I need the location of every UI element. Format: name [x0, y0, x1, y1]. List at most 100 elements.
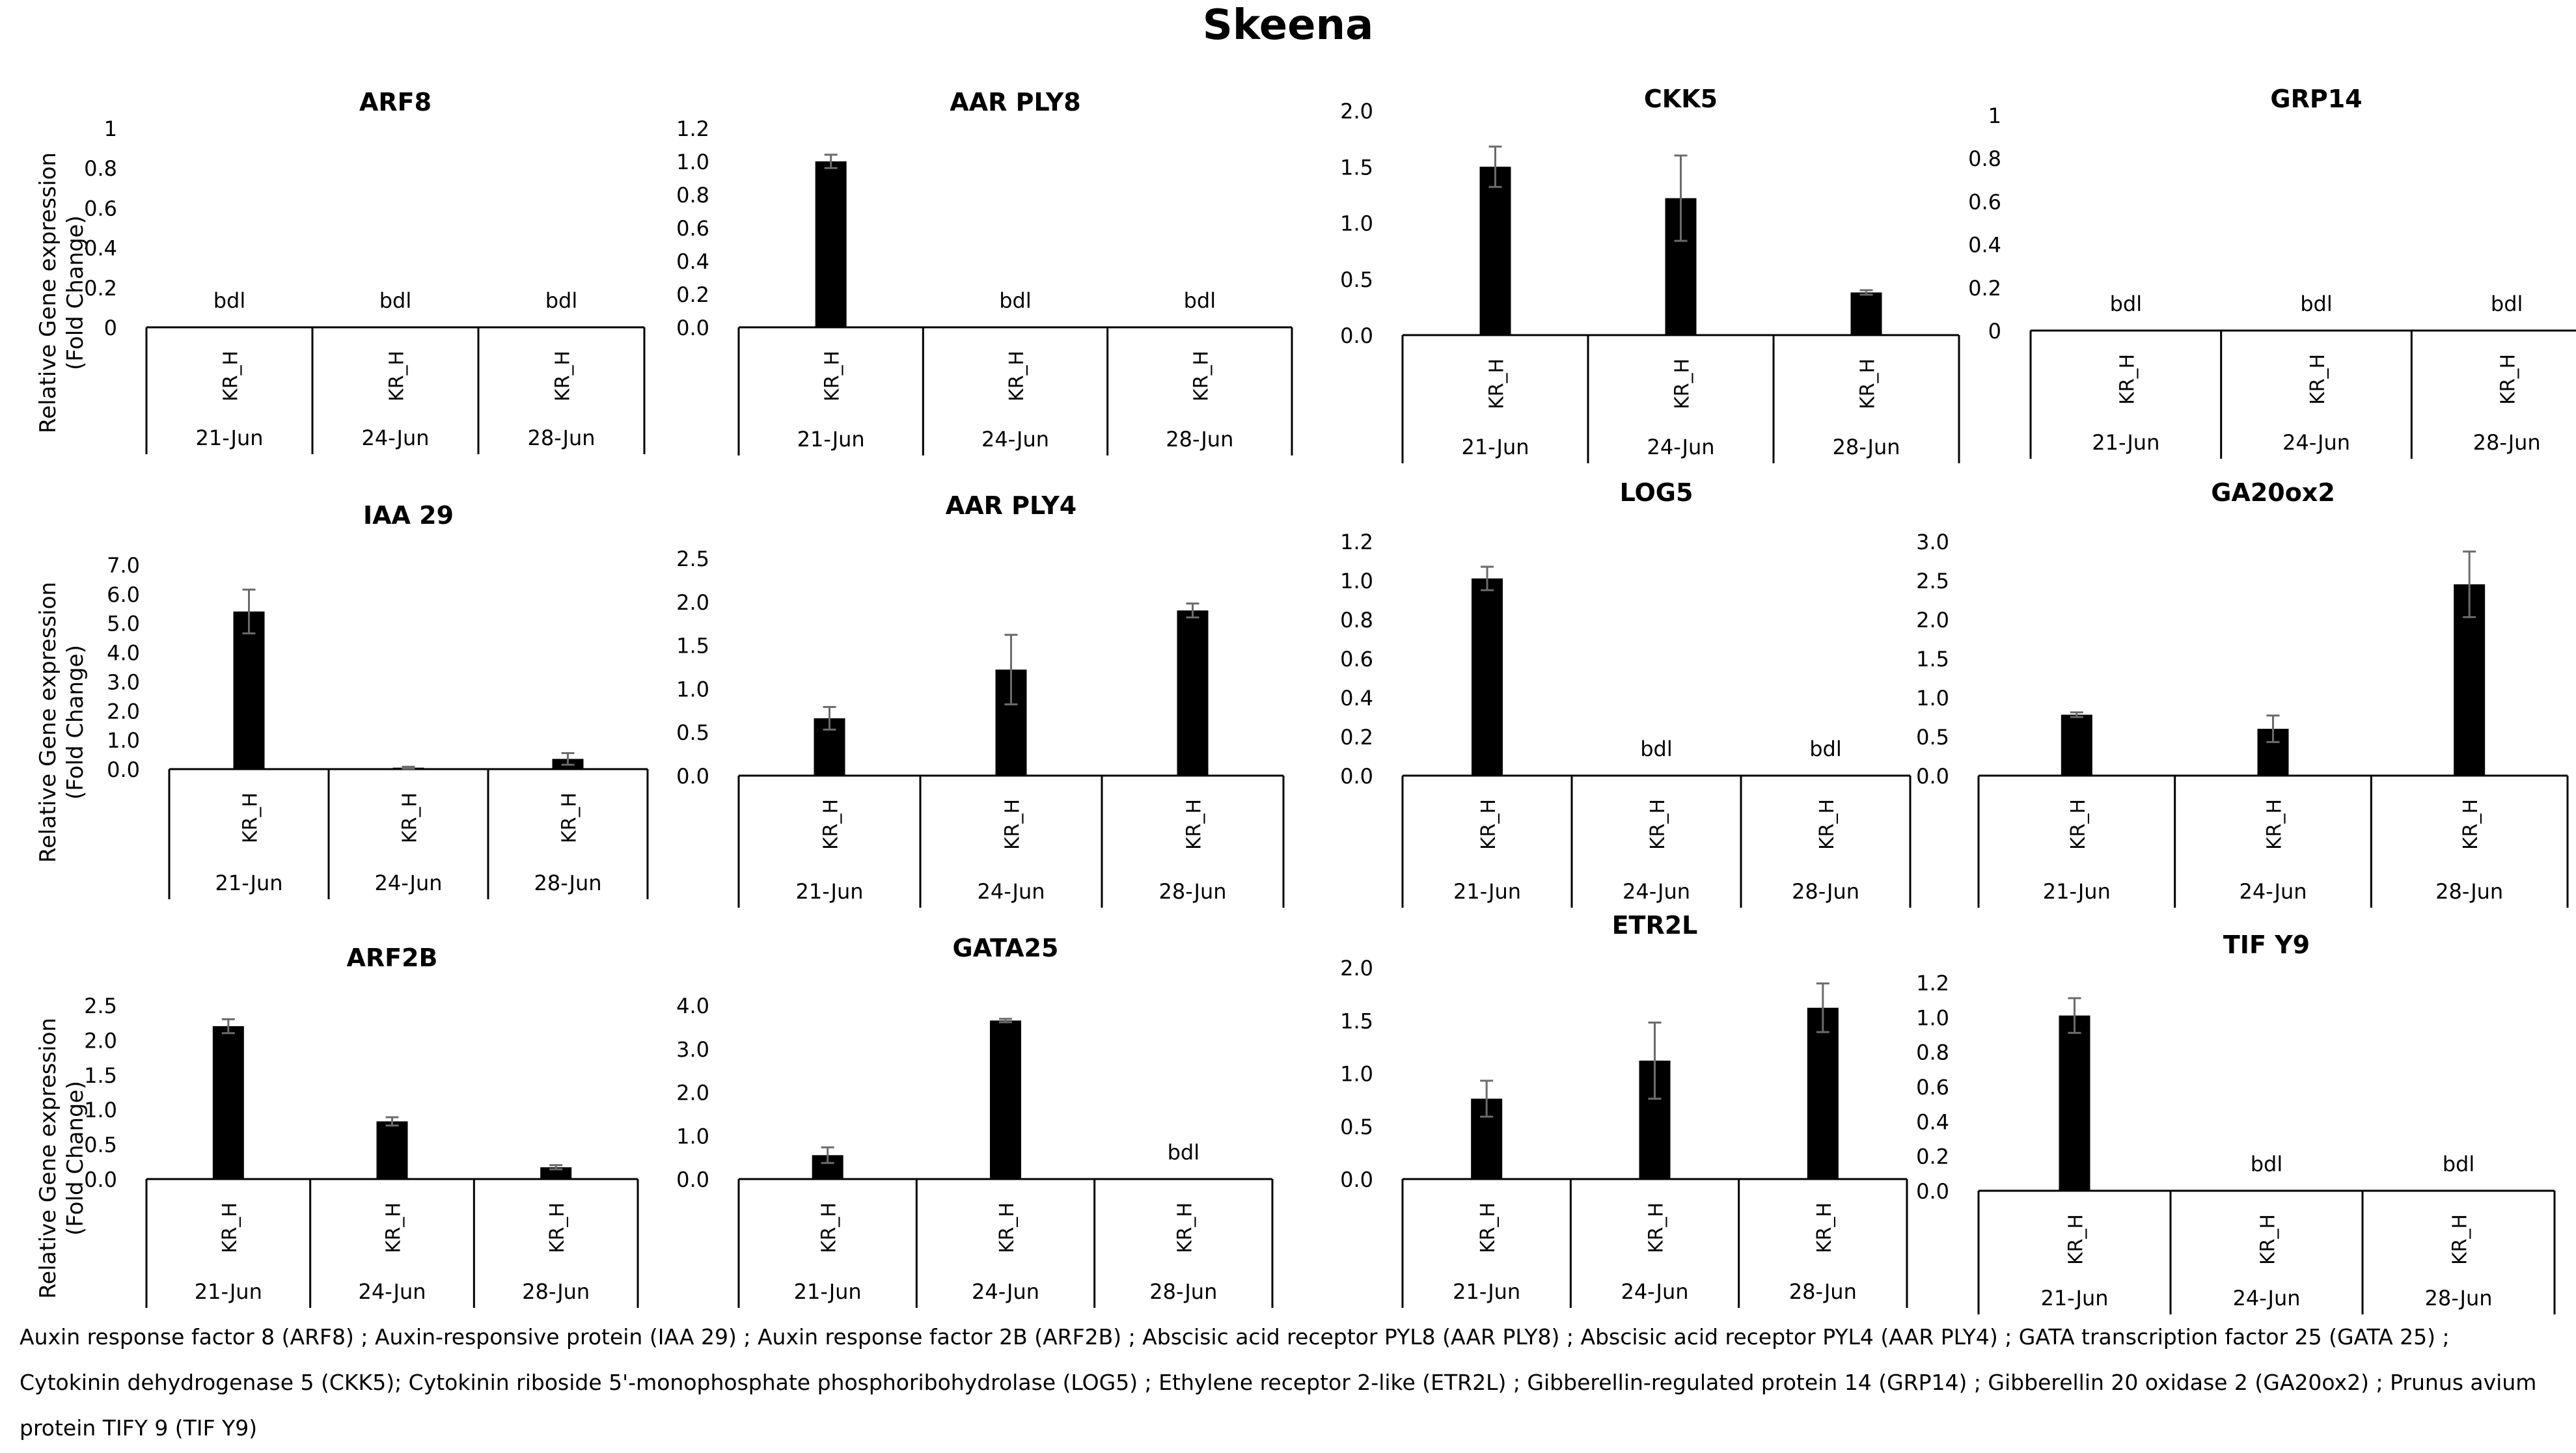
y-tick-label: 1.0 — [676, 677, 709, 701]
chart-grp14: GRP14 0 0.2 0.4 0.6 0.8 1 KR_H 21-Jun bdl KR_H 24-J… — [1968, 85, 2576, 459]
x-tick-label: 28-Jun — [2473, 430, 2541, 455]
y-tick-label: 3.0 — [1916, 530, 1949, 554]
y-tick-label: 0.8 — [676, 183, 709, 208]
x-tick-label: 21-Jun — [195, 1279, 262, 1304]
bdl-label: bdl — [545, 288, 578, 313]
sample-label: KR_H — [1477, 799, 1500, 850]
bar — [1479, 167, 1511, 335]
sample-label: KR_H — [1486, 359, 1509, 409]
y-tick-label: 5.0 — [107, 612, 140, 636]
sample-label: KR_H — [219, 1202, 241, 1253]
sample-label: KR_H — [1006, 351, 1028, 401]
x-tick-label: 28-Jun — [1158, 879, 1226, 904]
x-tick-label: 21-Jun — [1453, 1279, 1520, 1304]
x-tick-label: 24-Jun — [2282, 430, 2350, 455]
bdl-label: bdl — [2491, 292, 2523, 316]
x-tick-label: 28-Jun — [1149, 1279, 1217, 1304]
y-tick-label: 1.0 — [84, 1098, 117, 1122]
x-tick-label: 24-Jun — [1623, 879, 1690, 904]
y-tick-label: 0.2 — [84, 276, 117, 301]
y-tick-label: 0.2 — [1916, 1145, 1949, 1169]
sample-label: KR_H — [1190, 351, 1213, 401]
sample-label: KR_H — [821, 351, 844, 401]
y-tick-label: 0.4 — [1968, 233, 2001, 258]
y-tick-label: 1.5 — [84, 1063, 117, 1088]
sample-label: KR_H — [996, 1202, 1019, 1253]
sample-label: KR_H — [2067, 799, 2090, 850]
y-tick-label: 0.2 — [1968, 276, 2001, 301]
sample-label: KR_H — [546, 1202, 569, 1253]
sample-label: KR_H — [1671, 359, 1694, 409]
y-tick-label: 0.4 — [676, 249, 709, 274]
sample-label: KR_H — [1002, 799, 1024, 850]
y-tick-label: 0.0 — [84, 1167, 117, 1192]
y-tick-label: 3.0 — [676, 1037, 709, 1062]
bar — [540, 1167, 572, 1179]
x-tick-label: 24-Jun — [358, 1279, 426, 1304]
bar — [1807, 1007, 1839, 1179]
sample-label: KR_H — [818, 1202, 841, 1253]
sample-label: KR_H — [820, 799, 843, 850]
x-tick-label: 28-Jun — [1166, 427, 1233, 452]
y-tick-label: 3.0 — [107, 670, 140, 694]
y-tick-label: 0.8 — [1340, 608, 1373, 632]
chart-title: AAR PLY4 — [946, 491, 1076, 520]
y-tick-label: 1.0 — [1340, 569, 1373, 593]
y-tick-label: 0.4 — [1340, 686, 1373, 711]
y-tick-label: 1.0 — [107, 728, 140, 753]
bdl-label: bdl — [999, 288, 1032, 313]
y-tick-label: 0.5 — [676, 720, 709, 745]
x-tick-label: 28-Jun — [2435, 879, 2503, 904]
chart-arf8: ARF8 0 0.2 0.4 0.6 0.8 1 KR_H 21-Jun bdl KR_H 24-Ju… — [84, 88, 646, 454]
x-tick-label: 28-Jun — [1832, 435, 1900, 459]
chart-title: GA20ox2 — [2211, 478, 2335, 507]
chart-arf2b: ARF2B 0.0 0.5 1.0 1.5 2.0 2.5 KR_H 21-Jun KR_H 24-… — [84, 944, 639, 1308]
bdl-label: bdl — [1184, 288, 1216, 313]
sample-label: KR_H — [2116, 354, 2139, 405]
chart-grid: ARF8 0 0.2 0.4 0.6 0.8 1 KR_H 21-Jun bdl KR_H 24-Ju… — [84, 85, 2576, 1314]
bdl-label: bdl — [379, 288, 412, 313]
bdl-label: bdl — [2251, 1152, 2283, 1176]
y-tick-label: 1.0 — [676, 1124, 709, 1148]
y-tick-label: 2.0 — [1340, 956, 1373, 981]
y-tick-label: 2.0 — [1340, 99, 1373, 124]
y-tick-label: 0 — [104, 316, 117, 340]
x-tick-label: 24-Jun — [981, 427, 1049, 452]
bdl-label: bdl — [1809, 737, 1842, 761]
chart-gata25: GATA25 0.0 1.0 2.0 3.0 4.0 KR_H 21-Jun KR_H 24-Ju… — [676, 934, 1274, 1308]
chart-log5: LOG5 0.0 0.2 0.4 0.6 0.8 1.0 1.2 KR_H 21-Jun KR_H 2… — [1340, 478, 1911, 908]
y-tick-label: 0.8 — [84, 156, 117, 181]
y-tick-label: 0.8 — [1916, 1040, 1949, 1065]
chart-etr2l: ETR2L 0.0 0.5 1.0 1.5 2.0 KR_H 21-Jun KR_H 24-Jun… — [1340, 911, 1908, 1308]
y-tick-label: 1 — [104, 116, 117, 141]
sample-label: KR_H — [552, 351, 575, 401]
y-tick-label: 0.2 — [676, 282, 709, 307]
bar — [1472, 578, 1503, 776]
sample-label: KR_H — [399, 793, 422, 843]
y-tick-label: 1.2 — [1340, 530, 1373, 554]
bdl-label: bdl — [2110, 292, 2143, 316]
sample-label: KR_H — [2264, 799, 2286, 850]
y-tick-label: 0.0 — [676, 1167, 709, 1192]
y-tick-label: 1.0 — [1916, 686, 1949, 711]
y-tick-label: 0.0 — [676, 764, 709, 789]
chart-tif-y9: TIF Y9 0.0 0.2 0.4 0.6 0.8 1.0 1.2 KR_H 21-Jun KR_… — [1916, 930, 2556, 1314]
y-tick-label: 2.0 — [84, 1028, 117, 1053]
y-tick-label: 0.0 — [1340, 1167, 1373, 1192]
x-tick-label: 28-Jun — [527, 426, 595, 450]
bar — [1850, 292, 1882, 335]
chart-title: LOG5 — [1620, 478, 1693, 507]
sample-label: KR_H — [2257, 1214, 2280, 1265]
bar — [2059, 1015, 2090, 1191]
y-tick-label: 0.6 — [1340, 647, 1373, 672]
sample-label: KR_H — [1816, 799, 1839, 850]
chart-title: ARF2B — [346, 944, 437, 972]
y-tick-label: 6.0 — [107, 582, 140, 607]
bar — [212, 1026, 244, 1179]
y-tick-label: 2.0 — [676, 590, 709, 615]
chart-ckk5: CKK5 0.0 0.5 1.0 1.5 2.0 KR_H 21-Jun KR_H 24-Jun K… — [1340, 85, 1960, 463]
x-tick-label: 24-Jun — [1647, 435, 1714, 459]
x-tick-label: 21-Jun — [1461, 435, 1529, 459]
x-tick-label: 21-Jun — [2092, 430, 2159, 455]
y-tick-label: 0.0 — [1340, 764, 1373, 789]
